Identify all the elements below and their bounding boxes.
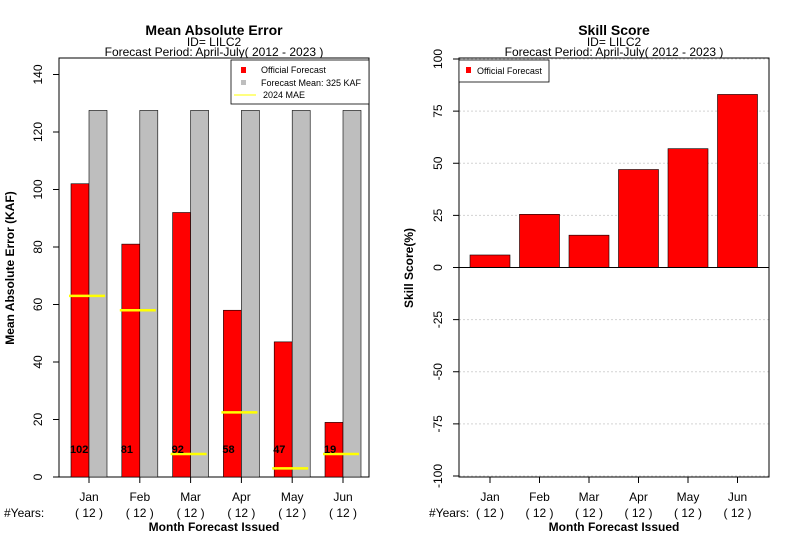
skill-years-value: ( 12 ) <box>525 506 553 520</box>
mae-bar-mean <box>342 110 362 478</box>
mae-y-tick-label: 120 <box>31 122 45 142</box>
mae-chart: Mean Absolute Error ID= LILC2 Forecast P… <box>3 22 370 534</box>
mae-y-tick-label: 20 <box>31 413 45 427</box>
mae-bar-mean <box>241 110 260 478</box>
mae-y-tick-label: 60 <box>31 298 45 312</box>
skill-y-tick-label: 25 <box>431 208 445 222</box>
skill-years-value: ( 12 ) <box>575 506 603 520</box>
mae-data-label: 92 <box>172 444 184 456</box>
mae-years-value: ( 12 ) <box>177 506 205 520</box>
mae-data-label: 47 <box>273 444 285 456</box>
mae-years-value: ( 12 ) <box>329 506 357 520</box>
mae-x-tick-label: Apr <box>232 490 251 504</box>
mae-x-tick-label: Jun <box>333 490 352 504</box>
legend-label-mean: Forecast Mean: 325 KAF <box>261 78 362 88</box>
skill-bar <box>667 148 709 268</box>
mae-bar-official <box>121 243 141 478</box>
mae-y-tick-label: 140 <box>31 64 45 84</box>
mae-x-tick-label: Jan <box>79 490 98 504</box>
skill-x-axis-label: Month Forecast Issued <box>549 520 680 534</box>
skill-x-axis: Jan ( 12 ) Feb ( 12 ) Mar ( 12 ) Apr ( 12 ) May (… <box>476 477 752 520</box>
mae-y-tick-label: 0 <box>31 473 45 480</box>
mae-bar-mean <box>88 110 108 478</box>
skill-subtitle-period: Forecast Period: April-July( 2012 - 2023… <box>505 45 724 59</box>
mae-legend-box <box>230 59 370 105</box>
legend-label-mae: 2024 MAE <box>263 90 305 100</box>
mae-bar-official <box>70 183 90 478</box>
mae-y-tick-label: 80 <box>31 240 45 254</box>
skill-x-tick-label: Mar <box>579 490 600 504</box>
skill-y-tick-label: 50 <box>431 156 445 170</box>
mae-y-tick-label: 100 <box>31 179 45 199</box>
legend-label-official: Official Forecast <box>261 65 326 75</box>
mae-data-label: 19 <box>324 444 336 456</box>
mae-y-axis-label: Mean Absolute Error (KAF) <box>3 191 17 345</box>
skill-x-tick-label: Feb <box>529 490 550 504</box>
skill-y-tick-label: -50 <box>431 363 445 381</box>
skill-bars <box>469 94 758 268</box>
mae-x-tick-label: Mar <box>180 490 201 504</box>
skill-years-value: ( 12 ) <box>723 506 751 520</box>
skill-bar <box>519 214 560 268</box>
mae-x-tick-label: Feb <box>129 490 150 504</box>
skill-y-axis: -100 -75 -50 -25 0 25 50 75 100 <box>431 49 460 488</box>
mae-y-axis: 0 20 40 60 80 100 120 140 <box>31 64 60 480</box>
skill-bar <box>717 94 758 268</box>
skill-years-value: ( 12 ) <box>624 506 652 520</box>
mae-data-label: 102 <box>70 444 88 456</box>
mae-bar-mean <box>291 110 311 478</box>
skill-years-value: ( 12 ) <box>674 506 702 520</box>
mae-bar-official <box>273 341 293 478</box>
skill-subtitle-id: ID= LILC2 <box>587 35 642 49</box>
mae-data-label: 81 <box>121 444 133 456</box>
mae-y-tick-label: 40 <box>31 355 45 369</box>
skill-y-tick-label: 100 <box>431 49 445 69</box>
skill-y-tick-label: -75 <box>431 415 445 433</box>
skill-x-tick-label: May <box>677 490 700 504</box>
skill-y-tick-label: -100 <box>431 464 445 488</box>
legend-swatch-official <box>241 67 246 73</box>
skill-legend-label: Official Forecast <box>477 66 542 76</box>
skill-bar <box>618 169 659 268</box>
skill-legend: Official Forecast <box>458 59 550 83</box>
mae-x-axis-label: Month Forecast Issued <box>149 520 280 534</box>
legend-swatch-mean <box>241 80 246 85</box>
mae-bar-mean <box>139 110 159 478</box>
skill-y-tick-label: 75 <box>431 104 445 118</box>
mae-bars: 102 81 92 58 47 19 <box>69 110 362 478</box>
skill-x-tick-label: Jun <box>728 490 747 504</box>
mae-x-axis: Jan ( 12 ) Feb ( 12 ) Mar ( 12 ) Apr ( 12 ) May (… <box>75 477 357 520</box>
skill-legend-box <box>458 59 550 83</box>
skill-chart: Skill Score ID= LILC2 Forecast Period: A… <box>402 22 770 534</box>
mae-years-value: ( 12 ) <box>227 506 255 520</box>
mae-x-tick-label: May <box>281 490 304 504</box>
skill-legend-swatch <box>466 67 471 73</box>
skill-x-tick-label: Jan <box>480 490 499 504</box>
mae-years-label: #Years: <box>4 506 44 520</box>
skill-y-axis-label: Skill Score(%) <box>402 228 416 308</box>
mae-years-value: ( 12 ) <box>278 506 306 520</box>
mae-legend: Official Forecast Forecast Mean: 325 KAF… <box>230 59 370 105</box>
mae-bar-official <box>172 212 191 478</box>
mae-data-label: 58 <box>222 444 234 456</box>
mae-title: Mean Absolute Error <box>145 22 283 38</box>
mae-bar-mean <box>190 110 209 478</box>
skill-bar <box>469 254 511 268</box>
skill-y-tick-label: -25 <box>431 311 445 329</box>
skill-x-tick-label: Apr <box>629 490 648 504</box>
mae-years-value: ( 12 ) <box>75 506 103 520</box>
skill-years-value: ( 12 ) <box>476 506 504 520</box>
skill-title: Skill Score <box>578 22 650 38</box>
mae-subtitle-period: Forecast Period: April-July( 2012 - 2023… <box>105 45 324 59</box>
skill-y-tick-label: 0 <box>431 264 445 271</box>
skill-years-label: #Years: <box>429 506 469 520</box>
skill-bar <box>568 234 610 268</box>
mae-years-value: ( 12 ) <box>126 506 154 520</box>
mae-subtitle-id: ID= LILC2 <box>187 35 242 49</box>
